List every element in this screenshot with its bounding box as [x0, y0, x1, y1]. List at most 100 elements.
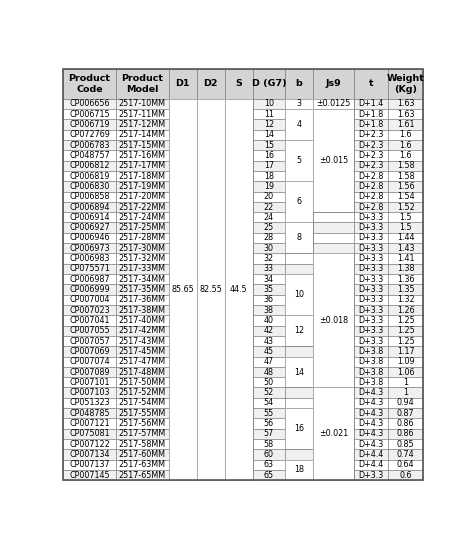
Bar: [285, 243, 313, 254]
Bar: [313, 305, 354, 316]
Bar: [169, 202, 197, 212]
Bar: [253, 160, 285, 171]
Bar: [253, 449, 285, 460]
Bar: [285, 150, 313, 160]
Bar: [253, 119, 285, 129]
Bar: [116, 129, 169, 140]
Text: 2517-42MM: 2517-42MM: [118, 326, 166, 335]
Bar: [313, 418, 354, 429]
Bar: [63, 181, 116, 191]
Text: 63: 63: [264, 460, 274, 469]
Bar: [313, 398, 354, 408]
Text: CP007145: CP007145: [69, 471, 110, 480]
Bar: [285, 377, 313, 387]
Bar: [63, 140, 116, 150]
Bar: [63, 439, 423, 449]
Text: Weight
(Kg): Weight (Kg): [387, 74, 425, 94]
Bar: [253, 377, 285, 387]
Bar: [116, 336, 169, 346]
Text: 1.63: 1.63: [397, 110, 414, 119]
Bar: [225, 274, 253, 285]
Text: 1.44: 1.44: [397, 233, 414, 243]
Text: 85.65: 85.65: [171, 285, 194, 294]
Bar: [63, 150, 116, 160]
Bar: [169, 212, 197, 222]
Text: CP007137: CP007137: [69, 460, 110, 469]
Text: 2517-12MM: 2517-12MM: [118, 120, 166, 129]
Text: D+3.3: D+3.3: [358, 471, 384, 480]
Text: D1: D1: [175, 79, 190, 89]
Text: 38: 38: [264, 306, 274, 314]
Text: 2517-22MM: 2517-22MM: [118, 202, 166, 212]
Bar: [388, 233, 423, 243]
Bar: [285, 356, 313, 387]
Text: CP006914: CP006914: [69, 213, 109, 222]
Bar: [354, 254, 388, 264]
Bar: [225, 233, 253, 243]
Bar: [63, 387, 116, 398]
Bar: [225, 356, 253, 367]
Bar: [285, 129, 313, 140]
Bar: [285, 98, 313, 109]
Bar: [169, 387, 197, 398]
Bar: [116, 140, 169, 150]
Bar: [116, 150, 169, 160]
Bar: [285, 367, 313, 377]
Bar: [63, 212, 423, 222]
Text: 55: 55: [264, 409, 274, 418]
Bar: [285, 140, 313, 150]
Bar: [388, 377, 423, 387]
Bar: [116, 460, 169, 470]
Bar: [169, 356, 197, 367]
Bar: [225, 418, 253, 429]
Bar: [285, 274, 313, 316]
Bar: [354, 408, 388, 418]
Text: ±0.018: ±0.018: [319, 316, 348, 325]
Bar: [253, 254, 285, 264]
Bar: [388, 326, 423, 336]
Bar: [313, 109, 354, 212]
Text: CP006999: CP006999: [69, 285, 110, 294]
Text: 2517-17MM: 2517-17MM: [118, 161, 166, 170]
Bar: [197, 439, 225, 449]
Text: 6: 6: [296, 197, 301, 206]
Text: 57: 57: [264, 429, 274, 438]
Bar: [313, 254, 354, 264]
Text: 1.58: 1.58: [397, 161, 414, 170]
Bar: [253, 346, 285, 356]
Text: 30: 30: [264, 244, 274, 253]
Bar: [313, 367, 354, 377]
Text: 35: 35: [264, 285, 274, 294]
Text: CP075571: CP075571: [69, 264, 110, 274]
Bar: [169, 181, 197, 191]
Text: 1.25: 1.25: [397, 337, 414, 345]
Text: 2517-28MM: 2517-28MM: [118, 233, 166, 243]
Bar: [354, 181, 388, 191]
Bar: [285, 356, 313, 367]
Bar: [388, 160, 423, 171]
Text: 1.41: 1.41: [397, 254, 414, 263]
Bar: [63, 202, 116, 212]
Bar: [313, 460, 354, 470]
Text: 1.5: 1.5: [399, 213, 412, 222]
Bar: [63, 398, 423, 408]
Bar: [285, 429, 313, 439]
Bar: [63, 367, 116, 377]
Bar: [225, 398, 253, 408]
Bar: [285, 316, 313, 326]
Bar: [63, 418, 116, 429]
Bar: [313, 470, 354, 480]
Text: CP048785: CP048785: [69, 409, 110, 418]
Bar: [116, 305, 169, 316]
Bar: [116, 254, 169, 264]
Bar: [225, 387, 253, 398]
Bar: [285, 470, 313, 480]
Bar: [285, 202, 313, 212]
Bar: [354, 367, 388, 377]
Bar: [285, 326, 313, 336]
Bar: [225, 171, 253, 181]
Text: CP072769: CP072769: [69, 131, 110, 139]
Text: 2517-36MM: 2517-36MM: [118, 295, 166, 304]
Bar: [285, 222, 313, 254]
Text: CP007069: CP007069: [69, 347, 110, 356]
